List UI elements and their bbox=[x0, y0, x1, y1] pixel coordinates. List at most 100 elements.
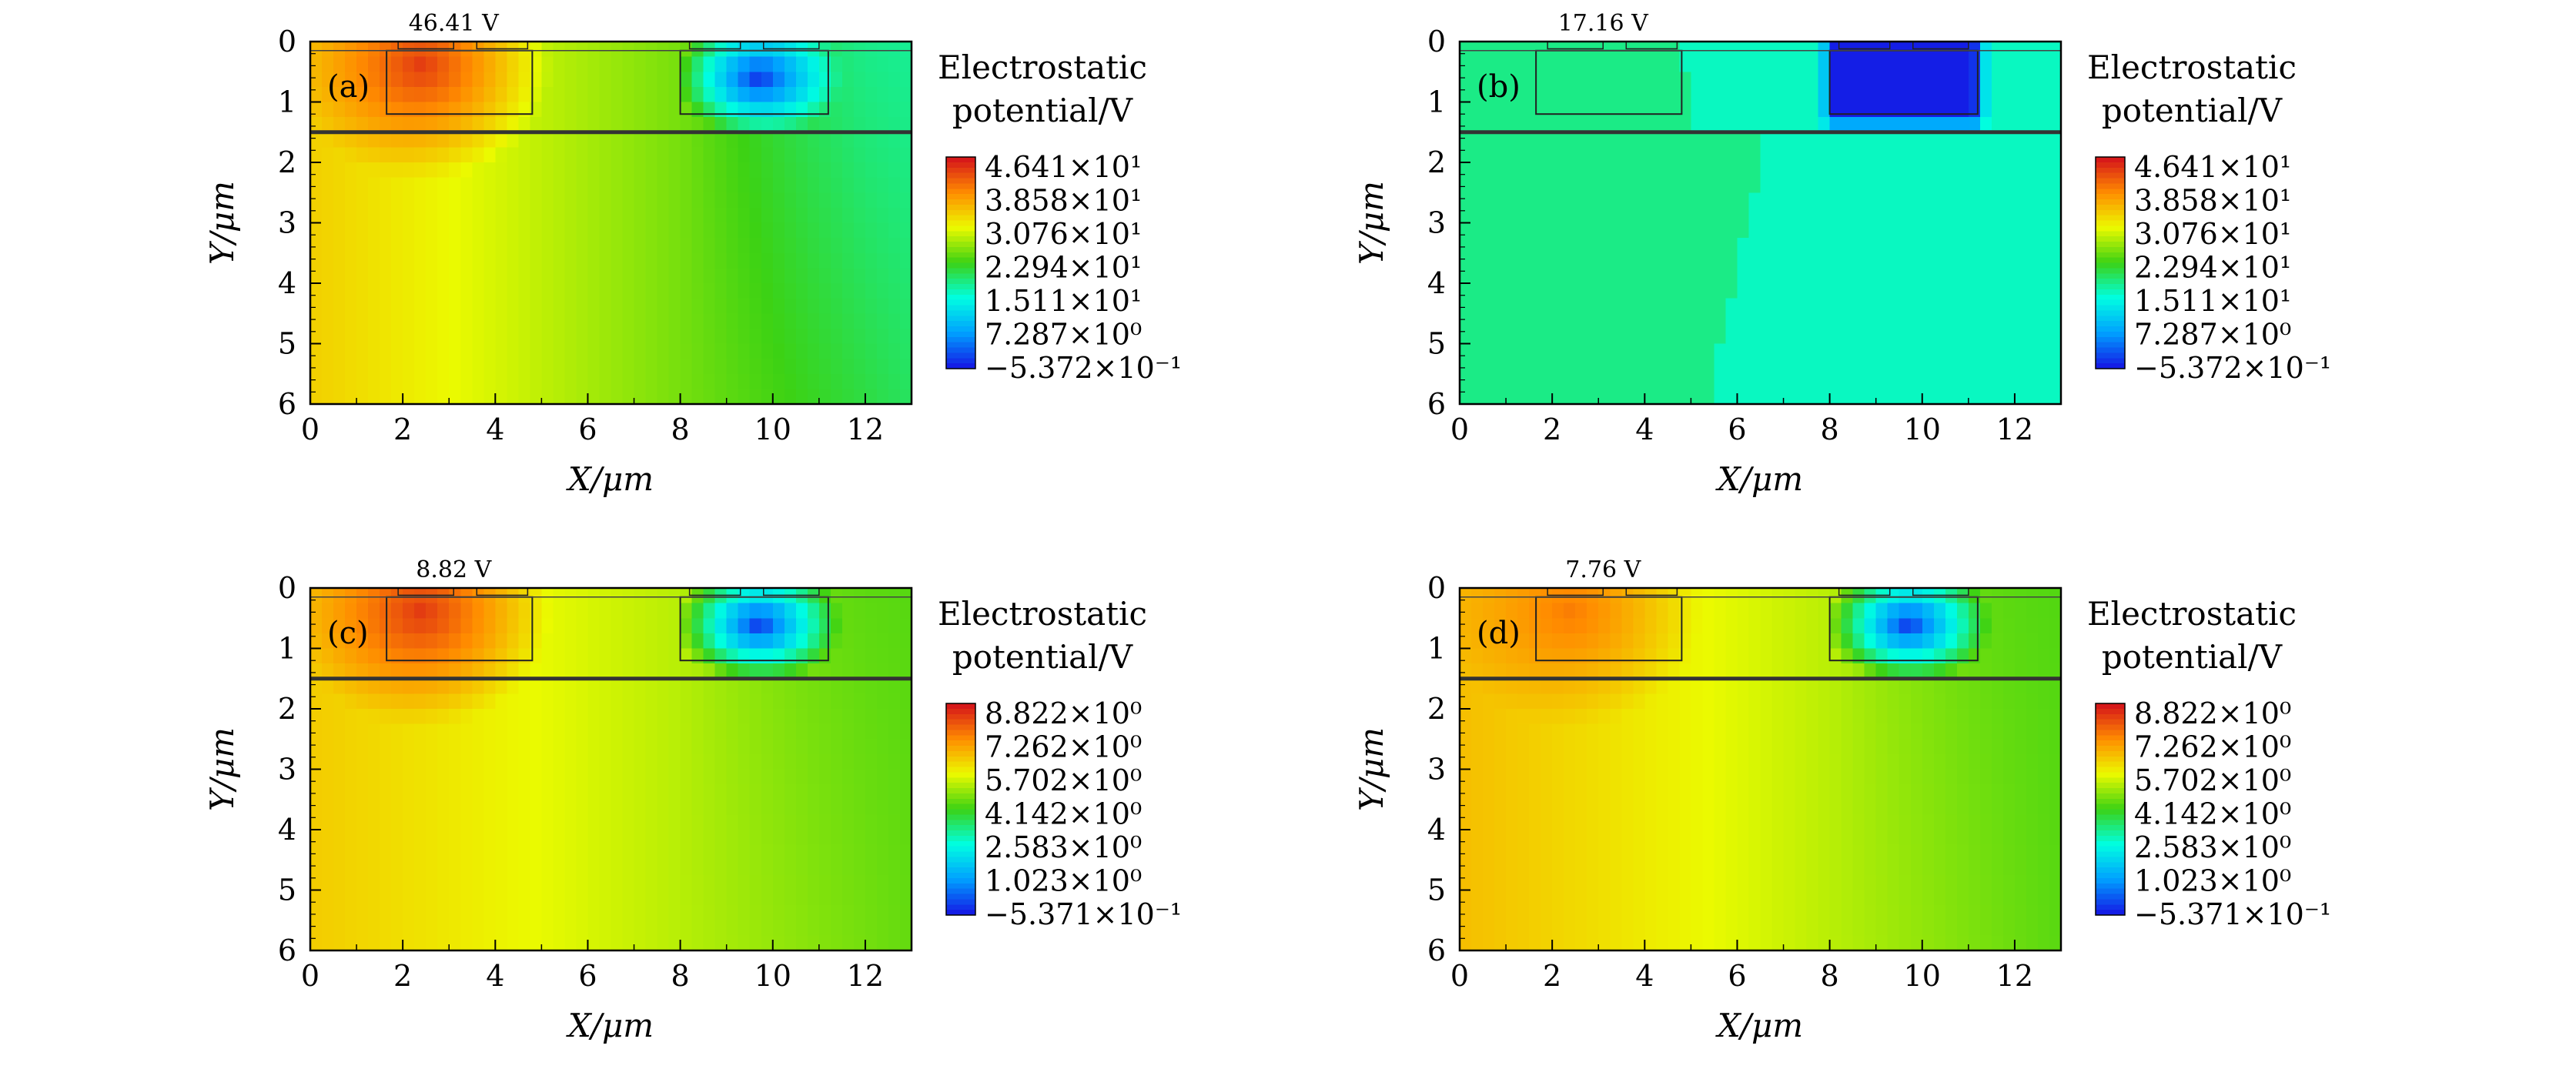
colorbar-segment bbox=[2096, 199, 2125, 205]
heatmap-cell bbox=[1702, 268, 1715, 283]
heatmap-cell bbox=[1564, 784, 1576, 800]
heatmap-cell bbox=[1899, 253, 1912, 269]
heatmap-cell bbox=[414, 253, 427, 269]
heatmap-cell bbox=[310, 890, 323, 906]
heatmap-cell bbox=[692, 253, 704, 269]
heatmap-cell bbox=[1830, 920, 1842, 936]
heatmap-cell bbox=[1598, 814, 1611, 830]
heatmap-cell bbox=[1644, 283, 1657, 299]
heatmap-cell bbox=[1644, 344, 1657, 359]
heatmap-cell bbox=[345, 875, 357, 890]
heatmap-cell bbox=[1517, 920, 1530, 936]
heatmap-cell bbox=[356, 830, 369, 845]
heatmap-cell bbox=[1460, 359, 1472, 374]
heatmap-cell bbox=[1633, 178, 1645, 193]
heatmap-cell bbox=[518, 830, 530, 845]
heatmap-cell bbox=[715, 845, 728, 860]
heatmap-cell bbox=[842, 87, 855, 102]
heatmap-cell bbox=[1633, 147, 1645, 162]
heatmap-cell bbox=[1517, 192, 1530, 208]
heatmap-cell bbox=[669, 268, 681, 283]
heatmap-cell bbox=[587, 770, 600, 785]
heatmap-cell bbox=[1714, 253, 1726, 269]
heatmap-cell bbox=[1992, 102, 2004, 118]
heatmap-cell bbox=[900, 268, 912, 283]
heatmap-cell bbox=[1761, 935, 1773, 950]
heatmap-cell bbox=[518, 709, 530, 724]
heatmap-cell bbox=[553, 299, 565, 314]
heatmap-cell bbox=[333, 359, 346, 374]
heatmap-cell bbox=[1702, 920, 1715, 936]
heatmap-cell bbox=[900, 875, 912, 890]
heatmap-cell bbox=[646, 709, 658, 724]
heatmap-cell bbox=[773, 374, 785, 389]
heatmap-cell bbox=[356, 223, 369, 239]
heatmap-cell bbox=[553, 845, 565, 860]
heatmap-cell bbox=[1598, 313, 1611, 329]
heatmap-cell bbox=[1668, 814, 1680, 830]
heatmap-cell bbox=[704, 693, 716, 709]
heatmap-cell bbox=[1818, 72, 1831, 87]
heatmap-cell bbox=[1564, 223, 1576, 239]
heatmap-cell bbox=[669, 57, 681, 72]
heatmap-cell bbox=[472, 238, 484, 253]
heatmap-cell bbox=[646, 329, 658, 344]
colorbar-tick-label: 1.511×10¹ bbox=[2134, 284, 2291, 318]
heatmap-cell bbox=[704, 860, 716, 875]
heatmap-cell bbox=[785, 603, 797, 619]
heatmap-cell bbox=[623, 875, 635, 890]
heatmap-cell bbox=[1656, 618, 1668, 633]
colorbar-segment bbox=[2096, 183, 2125, 189]
heatmap-cell bbox=[1552, 162, 1564, 178]
heatmap-cell bbox=[1911, 223, 1923, 239]
heatmap-cell bbox=[460, 920, 473, 936]
heatmap-cell bbox=[1945, 178, 1958, 193]
heatmap-cell bbox=[1668, 679, 1680, 694]
heatmap-cell bbox=[2049, 192, 2062, 208]
heatmap-cell bbox=[785, 649, 797, 664]
heatmap-cell bbox=[1644, 770, 1657, 785]
heatmap-cell bbox=[333, 814, 346, 830]
heatmap-cell bbox=[1748, 845, 1761, 860]
heatmap-cell bbox=[426, 724, 438, 740]
heatmap-cell bbox=[877, 132, 889, 148]
heatmap-cell bbox=[1506, 208, 1518, 223]
heatmap-cell bbox=[1922, 359, 1935, 374]
colorbar-segment bbox=[2096, 173, 2125, 179]
colorbar-segment bbox=[946, 236, 975, 242]
heatmap-cell bbox=[599, 208, 611, 223]
heatmap-cell bbox=[2026, 223, 2039, 239]
y-tick-label: 5 bbox=[1427, 327, 1446, 361]
heatmap-cell bbox=[2003, 344, 2016, 359]
heatmap-cell bbox=[634, 890, 647, 906]
heatmap-cell bbox=[2026, 329, 2039, 344]
heatmap-cell bbox=[483, 724, 496, 740]
heatmap-cell bbox=[1564, 87, 1576, 102]
heatmap-cell bbox=[738, 208, 751, 223]
heatmap-cell bbox=[1552, 800, 1564, 815]
heatmap-cell bbox=[356, 374, 369, 389]
heatmap-cell bbox=[1795, 42, 1808, 57]
heatmap-cell bbox=[704, 72, 716, 87]
heatmap-cell bbox=[1702, 389, 1715, 404]
heatmap-cell bbox=[1529, 283, 1541, 299]
heatmap-cell bbox=[541, 830, 554, 845]
heatmap-cell bbox=[1761, 268, 1773, 283]
heatmap-cell bbox=[1830, 223, 1842, 239]
heatmap-cell bbox=[669, 283, 681, 299]
heatmap-cell bbox=[1957, 192, 1969, 208]
heatmap-cell bbox=[1980, 132, 1992, 148]
heatmap-cell bbox=[819, 162, 831, 178]
heatmap-cell bbox=[623, 87, 635, 102]
heatmap-cell bbox=[657, 649, 670, 664]
heatmap-cell bbox=[1772, 344, 1785, 359]
heatmap-cell bbox=[623, 800, 635, 815]
heatmap-cell bbox=[1748, 814, 1761, 830]
heatmap-cell bbox=[553, 313, 565, 329]
heatmap-cell bbox=[1691, 875, 1703, 890]
colorbar-segment bbox=[946, 884, 975, 889]
heatmap-cell bbox=[1714, 830, 1726, 845]
heatmap-cell bbox=[704, 739, 716, 754]
heatmap-cell bbox=[1702, 814, 1715, 830]
heatmap-cell bbox=[808, 860, 820, 875]
